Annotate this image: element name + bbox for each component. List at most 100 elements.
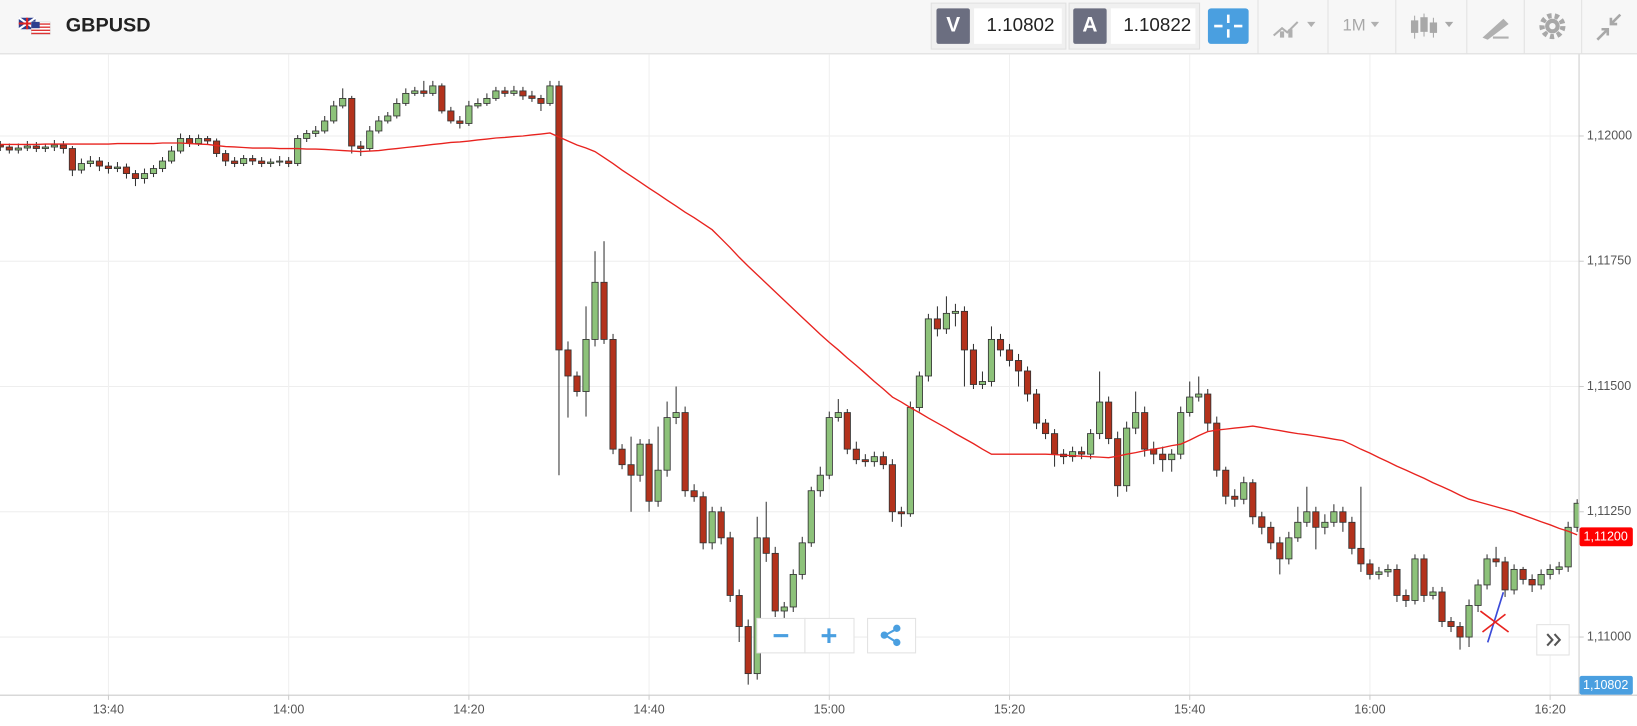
y-tick-label: 1,11500 bbox=[1587, 379, 1631, 393]
candle-body bbox=[456, 120, 464, 124]
flag-icon bbox=[18, 16, 51, 35]
candle-body bbox=[204, 138, 212, 142]
candle-body bbox=[960, 310, 968, 351]
zoom-in-button[interactable] bbox=[804, 617, 855, 654]
candle-body bbox=[68, 148, 76, 171]
candle-body bbox=[366, 130, 374, 149]
candle-body bbox=[420, 90, 428, 94]
candle-body bbox=[483, 97, 491, 104]
candle-body bbox=[501, 90, 509, 94]
candle-body bbox=[447, 110, 455, 122]
y-tick-label: 1,12000 bbox=[1587, 128, 1632, 142]
candle-body bbox=[636, 443, 644, 476]
candle-body bbox=[1123, 427, 1131, 487]
candle-body bbox=[618, 448, 626, 466]
candle-body bbox=[1573, 502, 1579, 528]
candle-body bbox=[1366, 563, 1374, 575]
x-tick-label: 14:20 bbox=[453, 703, 484, 717]
chart-type-button[interactable] bbox=[1272, 21, 1316, 38]
candle-body bbox=[1519, 568, 1527, 580]
candle-body bbox=[1285, 537, 1293, 560]
candle-body bbox=[573, 375, 581, 392]
candle-body bbox=[915, 375, 923, 408]
candle-body bbox=[1087, 433, 1095, 455]
candle-body bbox=[519, 90, 527, 97]
crosshair-button[interactable] bbox=[1207, 8, 1249, 44]
candle-body bbox=[1231, 495, 1239, 500]
share-button[interactable] bbox=[867, 617, 917, 654]
candle-body bbox=[1249, 482, 1257, 518]
candle-body bbox=[1537, 573, 1545, 586]
candle-body bbox=[1501, 561, 1509, 591]
header-bar bbox=[0, 0, 1637, 54]
settings-button[interactable] bbox=[1539, 13, 1566, 40]
timeframe-button[interactable]: 1M bbox=[1342, 16, 1380, 35]
candle-body bbox=[357, 145, 365, 149]
candle-body bbox=[1465, 605, 1473, 638]
candle-body bbox=[1402, 595, 1410, 601]
collapse-button[interactable] bbox=[1596, 13, 1622, 41]
candle-body bbox=[140, 173, 149, 179]
scroll-right-button[interactable] bbox=[1536, 624, 1570, 656]
buy-box[interactable]: A 1.10822 bbox=[1068, 2, 1201, 50]
candle-body bbox=[1546, 568, 1554, 575]
candle-body bbox=[906, 407, 914, 515]
bid-tag-bg bbox=[1579, 675, 1633, 695]
candle-body bbox=[843, 412, 851, 450]
y-tick-label: 1,11250 bbox=[1587, 504, 1631, 518]
candle-body bbox=[789, 573, 797, 608]
candle-body bbox=[1303, 511, 1311, 523]
candle-body bbox=[375, 120, 383, 132]
candle-body bbox=[285, 160, 293, 164]
candle-body bbox=[1330, 511, 1338, 523]
grid bbox=[0, 54, 1579, 695]
candle-body bbox=[1420, 558, 1428, 596]
candle-body bbox=[600, 281, 608, 340]
candle-body bbox=[240, 158, 248, 164]
moving-average-line bbox=[0, 132, 1578, 536]
buy-label: A bbox=[1082, 14, 1097, 37]
candle-body bbox=[591, 281, 599, 340]
draw-tool-button[interactable] bbox=[1482, 18, 1509, 40]
candle-body bbox=[1564, 526, 1572, 568]
candle-body bbox=[321, 120, 329, 132]
candle-body bbox=[411, 90, 419, 94]
candle-body bbox=[780, 606, 788, 612]
candle-body bbox=[834, 412, 842, 418]
candle-body bbox=[726, 537, 734, 596]
candle-body bbox=[1005, 349, 1014, 361]
candle-body bbox=[852, 448, 860, 461]
candle-body bbox=[1429, 591, 1437, 596]
candle-body bbox=[1177, 412, 1185, 455]
candle-body bbox=[996, 338, 1005, 351]
candle-body bbox=[1294, 521, 1302, 539]
candle-body bbox=[149, 168, 158, 174]
candle-body bbox=[267, 161, 275, 164]
candle-body bbox=[384, 115, 392, 122]
candle-body bbox=[1375, 571, 1383, 575]
candle-body bbox=[1393, 568, 1401, 596]
candle-body bbox=[1114, 438, 1122, 487]
candle-body bbox=[5, 146, 13, 151]
zoom-out-button[interactable] bbox=[756, 617, 806, 654]
candle-body bbox=[1141, 412, 1149, 450]
x-tick-label: 15:00 bbox=[814, 703, 845, 717]
axes: 1,11000 1,11250 1,11500 1,11750 1,12000 13:40… bbox=[93, 128, 1633, 717]
candle-body bbox=[1510, 568, 1518, 591]
candle-body bbox=[1168, 453, 1176, 461]
sell-label: V bbox=[946, 14, 960, 37]
candle-body bbox=[330, 105, 338, 122]
candle-body bbox=[1204, 393, 1212, 424]
candle-body bbox=[735, 595, 743, 627]
x-tick-label: 14:40 bbox=[633, 703, 664, 717]
candle-body bbox=[654, 469, 662, 502]
candle-style-button[interactable] bbox=[1410, 13, 1454, 39]
price-tag bbox=[1579, 527, 1633, 547]
sell-box[interactable]: V 1.10802 bbox=[930, 2, 1067, 50]
candle-body bbox=[1105, 401, 1113, 440]
candle-body bbox=[95, 160, 103, 167]
candle-body bbox=[1411, 558, 1419, 601]
candle-body bbox=[870, 456, 878, 463]
candle-body bbox=[546, 85, 554, 104]
candle-body bbox=[1222, 469, 1230, 497]
